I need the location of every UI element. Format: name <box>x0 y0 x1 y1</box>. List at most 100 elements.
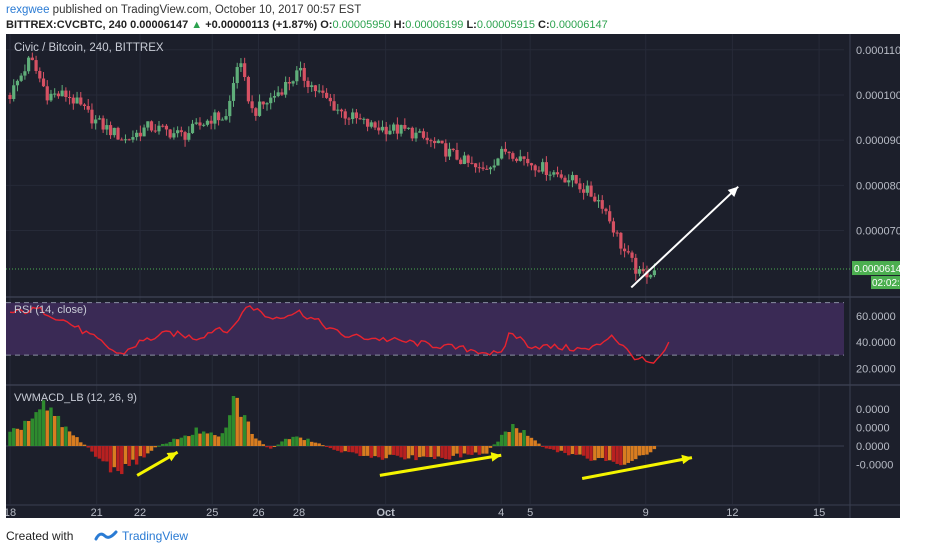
candle-down <box>630 252 634 258</box>
candle-down <box>578 183 582 190</box>
macd-histogram-bar <box>529 437 534 446</box>
candle-up <box>142 127 146 137</box>
macd-histogram-bar <box>522 430 526 446</box>
macd-histogram-bar <box>619 446 623 466</box>
macd-histogram-bar <box>269 446 273 449</box>
last-price: 0.00006147 <box>130 19 189 31</box>
candle-down <box>514 158 519 161</box>
candle-down <box>608 211 612 222</box>
macd-histogram-bar <box>56 415 61 446</box>
candle-down <box>153 130 157 132</box>
macd-histogram-bar <box>496 441 500 446</box>
macd-histogram-bar <box>641 446 645 456</box>
candle-down <box>339 109 344 112</box>
candle-up <box>176 130 180 134</box>
macd-histogram-bar <box>34 412 38 446</box>
macd-histogram-bar <box>511 424 515 446</box>
macd-histogram-bar <box>175 439 180 446</box>
macd-histogram-bar <box>64 426 68 446</box>
macd-histogram-bar <box>447 446 452 460</box>
macd-histogram-bar <box>462 446 467 454</box>
time-tick-label: 4 <box>498 507 504 518</box>
username-link[interactable]: rexgwee <box>6 4 50 16</box>
tradingview-brand-link[interactable]: TradingView <box>122 529 189 543</box>
close-label: C: <box>538 19 550 31</box>
candle-up <box>652 270 656 276</box>
candle-up <box>131 137 135 140</box>
candle-up <box>60 90 64 97</box>
yellow-arrow-2 <box>581 456 693 480</box>
macd-histogram-bar <box>362 446 366 456</box>
low-value: 0.00005915 <box>476 19 535 31</box>
macd-histogram-bar <box>324 446 329 447</box>
macd-histogram-bar <box>261 444 265 446</box>
price-tick-label: 0.00011000 <box>856 45 900 57</box>
candle-up <box>75 97 79 104</box>
candle-up <box>213 112 217 124</box>
candle-down <box>90 109 94 124</box>
candle-down <box>321 90 325 93</box>
rsi-line <box>9 305 670 364</box>
macd-tick-label: 0.0000 <box>856 404 890 416</box>
macd-histogram-bar <box>250 433 254 446</box>
candle-down <box>198 122 202 126</box>
macd-histogram-bar <box>440 446 444 458</box>
macd-histogram-bar <box>570 446 575 455</box>
candle-down <box>470 162 474 164</box>
macd-histogram-bar <box>49 407 53 446</box>
candle-down <box>30 57 34 61</box>
candle-down <box>425 137 429 141</box>
chart-area[interactable]: 0.00011000 0.00010000 0.00009000 0.00008000… <box>4 34 914 519</box>
macd-histogram-bar <box>295 436 299 446</box>
macd-histogram-bar <box>559 446 563 451</box>
macd-histogram-bar <box>455 446 459 454</box>
rsi-tick-label: 60.0000 <box>856 311 896 323</box>
candle-up <box>392 124 396 131</box>
chart-svg[interactable]: 0.00011000 0.00010000 0.00009000 0.00008000… <box>4 34 914 519</box>
macd-histogram-bar <box>194 427 198 446</box>
macd-histogram-bar <box>201 431 206 446</box>
tradingview-logo-icon[interactable] <box>94 528 118 547</box>
rsi-band <box>6 302 844 356</box>
macd-histogram-bar <box>470 446 474 455</box>
macd-histogram-bar <box>414 446 418 461</box>
candle-down <box>250 101 254 109</box>
macd-pane-title: VWMACD_LB (12, 26, 9) <box>14 392 137 404</box>
symbol-label[interactable]: BITTREX:CVCBTC, 240 <box>6 19 128 31</box>
macd-histogram-bar <box>142 446 146 458</box>
macd-histogram-bar <box>477 446 482 455</box>
macd-histogram-bar <box>485 446 489 454</box>
candle-up <box>295 70 299 82</box>
macd-histogram-bar <box>272 446 277 447</box>
rsi-tick-label: 40.0000 <box>856 337 896 349</box>
candle-up <box>649 275 653 278</box>
macd-histogram-bar <box>537 443 541 446</box>
candle-up <box>541 162 545 172</box>
macd-histogram-bar <box>507 432 511 446</box>
candle-down <box>641 269 645 272</box>
candle-down <box>313 85 318 92</box>
macd-histogram-bar <box>179 437 184 446</box>
macd-histogram-bar <box>503 431 508 446</box>
candle-up <box>190 123 195 134</box>
candle-down <box>64 90 68 97</box>
candle-up <box>362 118 366 120</box>
macd-histogram-bar <box>466 446 470 455</box>
macd-histogram-bar <box>12 428 16 446</box>
price-tick-label: 0.00007000 <box>856 226 900 238</box>
candle-up <box>418 131 422 133</box>
macd-histogram-bar <box>228 415 232 446</box>
candle-up <box>276 92 280 97</box>
macd-histogram-bar <box>172 438 176 446</box>
macd-histogram-bar <box>634 446 638 460</box>
candle-up <box>291 81 295 84</box>
candle-up <box>447 148 452 157</box>
time-tick-label: 5 <box>527 507 533 518</box>
candle-up <box>49 93 53 101</box>
candle-up <box>406 127 411 129</box>
macd-histogram-bar <box>216 436 221 446</box>
macd-histogram-bar <box>15 428 20 446</box>
candle-up <box>220 119 224 121</box>
macd-histogram-bar <box>75 437 79 446</box>
candle-up <box>135 132 139 138</box>
